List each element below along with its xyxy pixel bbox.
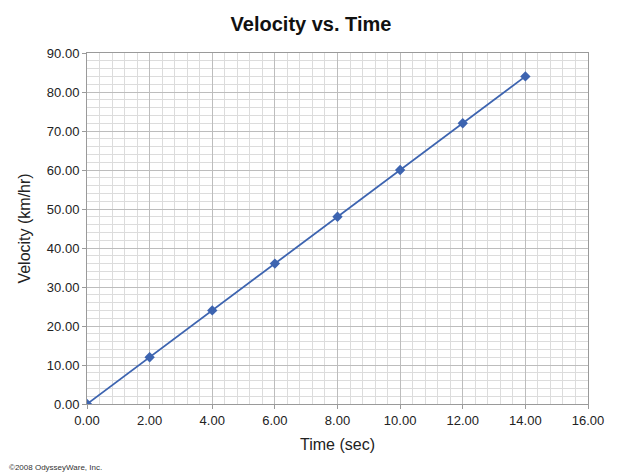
svg-text:Velocity vs. Time: Velocity vs. Time [231,13,392,35]
svg-text:40.00: 40.00 [47,241,80,256]
svg-text:2.00: 2.00 [137,413,162,428]
svg-text:30.00: 30.00 [47,280,80,295]
svg-text:10.00: 10.00 [47,358,80,373]
svg-text:Velocity (km/hr): Velocity (km/hr) [16,173,33,283]
svg-text:10.00: 10.00 [384,413,417,428]
svg-text:80.00: 80.00 [47,85,80,100]
svg-text:50.00: 50.00 [47,202,80,217]
svg-text:0.00: 0.00 [74,413,99,428]
svg-text:6.00: 6.00 [262,413,287,428]
svg-text:Time (sec): Time (sec) [300,436,375,453]
svg-text:8.00: 8.00 [325,413,350,428]
svg-text:4.00: 4.00 [200,413,225,428]
svg-text:20.00: 20.00 [47,319,80,334]
svg-text:©2008 OdysseyWare, Inc.: ©2008 OdysseyWare, Inc. [9,463,102,472]
svg-text:90.00: 90.00 [47,46,80,61]
svg-text:0.00: 0.00 [54,397,79,412]
svg-text:14.00: 14.00 [509,413,542,428]
svg-text:60.00: 60.00 [47,163,80,178]
svg-text:70.00: 70.00 [47,124,80,139]
svg-text:12.00: 12.00 [446,413,479,428]
svg-text:16.00: 16.00 [572,413,605,428]
